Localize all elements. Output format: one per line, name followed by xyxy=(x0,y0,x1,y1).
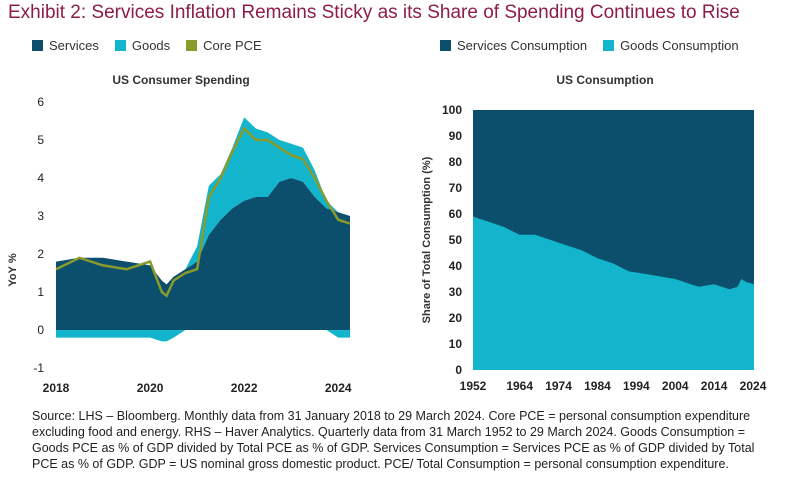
services-swatch-icon xyxy=(32,40,43,51)
goods-consumption-area xyxy=(473,216,754,370)
legend-label-goods-consumption: Goods Consumption xyxy=(620,38,739,53)
right-chart-title: US Consumption xyxy=(556,73,653,87)
left-x-tick-label: 2018 xyxy=(43,381,70,395)
right-y-tick-label: 80 xyxy=(449,155,463,169)
left-y-tick-label: 1 xyxy=(37,285,44,299)
legend-left: Services Goods Core PCE xyxy=(32,38,262,53)
core-pce-line xyxy=(55,126,351,298)
right-y-tick-label: 70 xyxy=(449,181,463,195)
right-x-tick-label: 1994 xyxy=(623,379,650,393)
right-x-tick-label: 2024 xyxy=(740,379,767,393)
right-x-tick-label: 1974 xyxy=(545,379,572,393)
right-x-tick-label: 1984 xyxy=(584,379,611,393)
left-x-tick-label: 2024 xyxy=(325,381,352,395)
right-x-tick-label: 1952 xyxy=(460,379,487,393)
legend-item-goods-consumption: Goods Consumption xyxy=(603,38,739,53)
right-x-tick-label: 1964 xyxy=(506,379,533,393)
right-y-tick-label: 50 xyxy=(449,233,463,247)
left-x-tick-label: 2022 xyxy=(231,381,258,395)
left-chart-title: US Consumer Spending xyxy=(112,73,249,87)
right-y-tick-label: 20 xyxy=(449,311,463,325)
legend-right: Services Consumption Goods Consumption xyxy=(440,38,739,53)
goods-negative-area xyxy=(56,330,350,342)
legend-item-core-pce: Core PCE xyxy=(186,38,262,53)
left-y-tick-label: 6 xyxy=(37,95,44,109)
right-x-tick-label: 2014 xyxy=(701,379,728,393)
page-title: Exhibit 2: Services Inflation Remains St… xyxy=(8,2,740,23)
goods-positive-area xyxy=(56,117,350,285)
right-y-tick-label: 40 xyxy=(449,259,463,273)
us-consumer-spending-chart: US Consumer Spending YoY % -1 0 1 2 3 4 5 6 2018… xyxy=(7,73,352,395)
left-y-tick-label: 2 xyxy=(37,247,44,261)
legend-label-core-pce: Core PCE xyxy=(203,38,262,53)
services-consumption-swatch-icon xyxy=(440,40,451,51)
left-y-tick-label: 0 xyxy=(37,323,44,337)
left-x-tick-label: 2020 xyxy=(137,381,164,395)
goods-consumption-swatch-icon xyxy=(603,40,615,51)
left-y-tick-label: 5 xyxy=(37,133,44,147)
us-consumption-chart: US Consumption Share of Total Consumptio… xyxy=(421,73,767,393)
right-y-tick-label: 100 xyxy=(442,103,462,117)
left-y-tick-label: -1 xyxy=(33,361,44,375)
legend-item-goods: Goods xyxy=(114,38,171,53)
legend-item-services-consumption: Services Consumption xyxy=(440,38,587,53)
legend-label-services-consumption: Services Consumption xyxy=(457,38,588,53)
left-y-axis-label: YoY % xyxy=(7,253,19,286)
source-note: Source: LHS – Bloomberg. Monthly data fr… xyxy=(32,409,755,471)
services-area xyxy=(56,178,350,330)
right-x-tick-label: 2004 xyxy=(662,379,689,393)
goods-swatch-icon xyxy=(114,40,126,51)
right-y-axis-label: Share of Total Consumption (%) xyxy=(421,156,433,323)
left-y-tick-label: 3 xyxy=(37,209,44,223)
right-y-tick-label: 60 xyxy=(449,207,463,221)
left-y-tick-label: 4 xyxy=(37,171,44,185)
legend-item-services: Services xyxy=(32,38,99,53)
right-y-tick-label: 90 xyxy=(449,129,463,143)
legend-label-services: Services xyxy=(49,38,99,53)
core-pce-swatch-icon xyxy=(186,40,198,51)
legend-label-goods: Goods xyxy=(131,38,171,53)
right-y-tick-label: 10 xyxy=(449,337,463,351)
right-y-tick-label: 0 xyxy=(455,363,462,377)
right-y-tick-label: 30 xyxy=(449,285,463,299)
